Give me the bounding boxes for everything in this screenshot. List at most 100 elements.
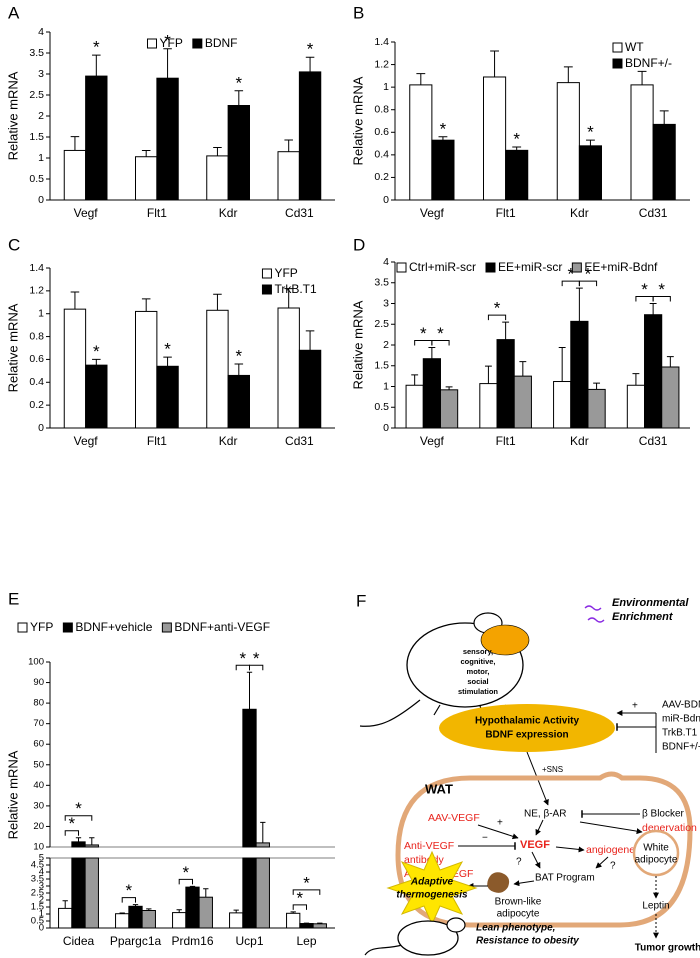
stimulation-text: cognitive,: [460, 657, 495, 666]
legend-swatch: [62, 622, 73, 633]
adaptive-text: Adaptive: [410, 877, 454, 888]
modulator: AAV-BDNF: [662, 700, 700, 711]
modulator: miR-Bdnf: [662, 714, 700, 725]
significance-bracket: [64, 815, 93, 821]
white-adipocyte: [632, 829, 680, 877]
bar: [85, 75, 108, 201]
significance-star: *: [69, 814, 76, 833]
tumor-text: Tumor growth: [635, 943, 700, 954]
error-bar: [411, 374, 419, 386]
significance-star: *: [75, 799, 82, 818]
blocker-text: β Blocker: [642, 809, 685, 820]
y-tick-label: 3.5: [374, 277, 389, 289]
error-bar: [438, 136, 448, 141]
bar: [298, 71, 322, 201]
x-tick-label: Ucp1: [235, 934, 263, 948]
y-tick-label: 1.2: [374, 58, 389, 70]
y-tick-label: 1.5: [31, 902, 44, 913]
x-tick-label: Flt1: [496, 434, 516, 448]
y-tick-label: 1.4: [29, 262, 44, 274]
y-tick-label: 0: [38, 422, 44, 434]
legend: YFP BDNF: [146, 36, 238, 50]
bar: [483, 76, 507, 201]
sns-text: +SNS: [542, 765, 563, 774]
y-tick-label: 1: [383, 380, 389, 392]
bar: [496, 339, 515, 429]
bat-text: BAT Program: [535, 873, 595, 884]
significance-star: *: [587, 123, 594, 142]
error-bar: [445, 386, 453, 390]
bar: [229, 912, 244, 929]
significance-star: *: [126, 881, 133, 900]
anti-vegf-text: antibody: [404, 854, 444, 866]
bar: [255, 842, 270, 848]
diagram-f: F sensory, cognitive, motor, social stim…: [356, 591, 700, 956]
y-tick-label: 0: [38, 194, 44, 206]
significance-bracket: [64, 830, 79, 836]
aav-vegf-text: AAV-VEGF: [428, 812, 480, 824]
stimulation-text: sensory,: [463, 647, 493, 656]
significance-bracket: [292, 889, 321, 895]
bar: [553, 381, 572, 429]
error-bar: [558, 346, 566, 382]
legend: YFP TrkB.T1: [261, 266, 317, 296]
legend-label: BDNF+anti-VEGF: [174, 620, 270, 634]
bar: [63, 308, 87, 429]
legend-swatch: [612, 58, 623, 69]
stimulation-text: motor,: [467, 667, 490, 676]
bar: [227, 374, 250, 429]
bar: [172, 912, 187, 929]
x-tick-label: Prdm16: [171, 934, 213, 948]
x-tick-label: Kdr: [219, 434, 238, 448]
y-tick-label: 0.8: [374, 103, 389, 115]
bar: [644, 314, 663, 429]
legend-swatch: [161, 622, 172, 633]
angiogenesis-text: angiogenesis: [586, 844, 648, 856]
significance-star: *: [164, 340, 171, 359]
x-tick-label: Kdr: [219, 206, 238, 220]
significance-bracket: [121, 897, 136, 903]
significance-bracket: [431, 339, 450, 346]
x-tick-label: Cd31: [285, 206, 314, 220]
x-tick-label: Kdr: [570, 206, 589, 220]
x-tick-label: Cidea: [63, 934, 95, 948]
y-tick-label: 0.5: [31, 916, 44, 927]
bar: [227, 105, 250, 201]
y-tick-label: 3: [383, 297, 389, 309]
y-tick-label: 2: [383, 339, 389, 351]
bar: [115, 913, 130, 929]
error-bar: [89, 837, 95, 845]
error-bar: [70, 291, 80, 310]
bar: [652, 123, 676, 201]
error-bar: [62, 900, 68, 909]
bar: [422, 358, 441, 429]
stimulation-text: stimulation: [458, 687, 498, 696]
significance-bracket: [178, 878, 193, 885]
legend-label: YFP: [274, 266, 297, 280]
bar: [277, 307, 300, 429]
y-tick-label: 1.4: [374, 36, 389, 48]
error-bar: [416, 73, 426, 85]
error-bar: [575, 287, 583, 322]
legend-swatch: [261, 268, 272, 279]
y-axis-label: Relative mRNA: [5, 71, 20, 160]
error-bar: [284, 288, 293, 308]
y-tick-label: 1: [383, 81, 389, 93]
bar: [84, 857, 99, 929]
mouse-bottom: [364, 917, 466, 956]
legend-label: BDNF: [205, 36, 238, 50]
brown-text: Brown-like: [495, 897, 542, 908]
x-tick-label: Flt1: [496, 206, 516, 220]
y-axis-label: Relative mRNA: [5, 750, 20, 839]
y-tick-label: 0.6: [374, 126, 389, 138]
significance-star: *: [164, 31, 171, 50]
bar: [242, 708, 257, 848]
error-bar: [659, 110, 669, 125]
adaptive-text: thermogenesis: [396, 890, 468, 901]
significance-star: *: [567, 265, 574, 284]
y-tick-label: 0.5: [29, 173, 44, 185]
y-tick-label: 2.5: [374, 318, 389, 330]
legend-swatch: [261, 284, 272, 295]
question-mark: ?: [610, 861, 616, 872]
y-tick-label: 80: [33, 698, 44, 709]
